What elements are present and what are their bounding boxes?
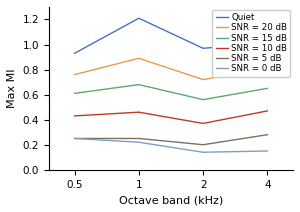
SNR = 5 dB [201,144,205,146]
Quiet [201,47,205,50]
Quiet [73,52,76,54]
Line: SNR = 20 dB: SNR = 20 dB [75,58,267,80]
SNR = 15 dB [73,92,76,95]
Y-axis label: Max MI: Max MI [7,69,17,108]
SNR = 10 dB [73,115,76,117]
SNR = 0 dB [201,151,205,153]
Line: SNR = 5 dB: SNR = 5 dB [75,135,267,145]
X-axis label: Octave band (kHz): Octave band (kHz) [119,195,223,205]
SNR = 20 dB [266,67,269,70]
Line: Quiet: Quiet [75,18,267,53]
Line: SNR = 15 dB: SNR = 15 dB [75,85,267,100]
SNR = 5 dB [137,137,141,140]
SNR = 5 dB [266,133,269,136]
SNR = 10 dB [266,110,269,112]
SNR = 20 dB [137,57,141,60]
SNR = 20 dB [201,78,205,81]
Quiet [137,17,141,20]
SNR = 20 dB [73,73,76,76]
SNR = 15 dB [137,83,141,86]
SNR = 15 dB [201,98,205,101]
Line: SNR = 0 dB: SNR = 0 dB [75,138,267,152]
Line: SNR = 10 dB: SNR = 10 dB [75,111,267,123]
SNR = 0 dB [73,137,76,140]
Legend: Quiet, SNR = 20 dB, SNR = 15 dB, SNR = 10 dB, SNR = 5 dB, SNR = 0 dB: Quiet, SNR = 20 dB, SNR = 15 dB, SNR = 1… [212,10,290,77]
Quiet [266,42,269,45]
SNR = 15 dB [266,87,269,90]
SNR = 10 dB [201,122,205,125]
SNR = 5 dB [73,137,76,140]
SNR = 0 dB [266,150,269,152]
SNR = 10 dB [137,111,141,113]
SNR = 0 dB [137,141,141,144]
